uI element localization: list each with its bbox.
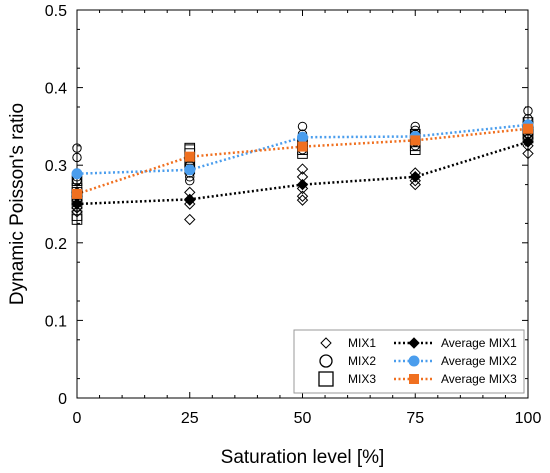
legend-marker-average-mix2	[408, 355, 420, 367]
point-mix2	[410, 121, 420, 132]
y-tick-label: 0.2	[45, 236, 67, 253]
avg-point-average-mix3	[72, 188, 82, 199]
avg-point-average-mix1	[522, 136, 534, 148]
legend-label-mix1: MIX1	[348, 336, 376, 350]
avg-point-average-mix3	[410, 135, 421, 146]
y-tick-label: 0.5	[45, 3, 67, 20]
avg-point-average-mix1	[71, 198, 83, 210]
point-mix3	[71, 210, 83, 221]
legend-marker-mix1	[320, 337, 332, 349]
axes: 0 25 50 75 100 0 0.1 0.2 0.3 0.4 0.5	[45, 3, 542, 427]
avg-point-average-mix3	[523, 123, 533, 134]
legend-label-average-mix3: Average MIX3	[441, 372, 517, 386]
legend-label-average-mix1: Average MIX1	[441, 336, 517, 350]
avg-point-average-mix1	[184, 193, 196, 206]
data-points	[71, 106, 534, 226]
legend-square-icon	[318, 371, 334, 387]
point-mix2	[297, 121, 308, 132]
avg-point-average-mix3	[297, 141, 308, 152]
point-mix1	[296, 163, 309, 175]
x-tick-label: 50	[294, 410, 312, 427]
x-tick-label: 25	[181, 410, 199, 427]
avg-point-average-mix2	[184, 164, 196, 176]
legend-marker-average-mix1	[408, 337, 420, 349]
y-tick-label: 0	[58, 391, 67, 408]
legend: MIX1 MIX2 MIX3 Average MIX1 Average MIX2 Aver…	[293, 329, 525, 394]
y-axis-label: Dynamic Poisson's ratio	[7, 103, 28, 305]
legend-marker-mix3	[318, 371, 334, 387]
avg-point-average-mix1	[409, 171, 421, 183]
avg-point-average-mix2	[71, 168, 83, 180]
legend-diamond-icon	[320, 337, 332, 349]
line-average-mix3	[76, 127, 529, 196]
legend-marker-average-mix3	[409, 374, 419, 384]
avg-point-average-mix2	[297, 131, 308, 143]
point-mix2	[523, 106, 533, 116]
avg-point-average-mix3	[184, 151, 195, 162]
point-mix2	[185, 176, 195, 186]
x-tick-label: 100	[515, 410, 542, 427]
point-mix1	[296, 194, 309, 206]
y-tick-label: 0.4	[45, 81, 67, 98]
y-tick-label: 0.3	[45, 158, 67, 175]
avg-point-average-mix1	[296, 178, 309, 191]
point-mix2	[72, 152, 82, 163]
legend-circle-icon	[319, 354, 333, 368]
x-tick-label: 0	[73, 410, 82, 427]
x-axis-label: Saturation level [%]	[221, 447, 385, 468]
average-markers	[71, 119, 534, 210]
point-mix1	[522, 147, 534, 160]
legend-label-average-mix2: Average MIX2	[441, 354, 517, 368]
point-mix1	[184, 213, 196, 226]
x-tick-label: 75	[406, 410, 424, 427]
legend-marker-mix2	[319, 354, 333, 368]
y-tick-label: 0.1	[45, 313, 67, 330]
point-mix1	[296, 190, 309, 202]
legend-label-mix2: MIX2	[348, 354, 376, 368]
point-mix2	[72, 143, 82, 153]
legend-label-mix3: MIX3	[348, 372, 376, 386]
